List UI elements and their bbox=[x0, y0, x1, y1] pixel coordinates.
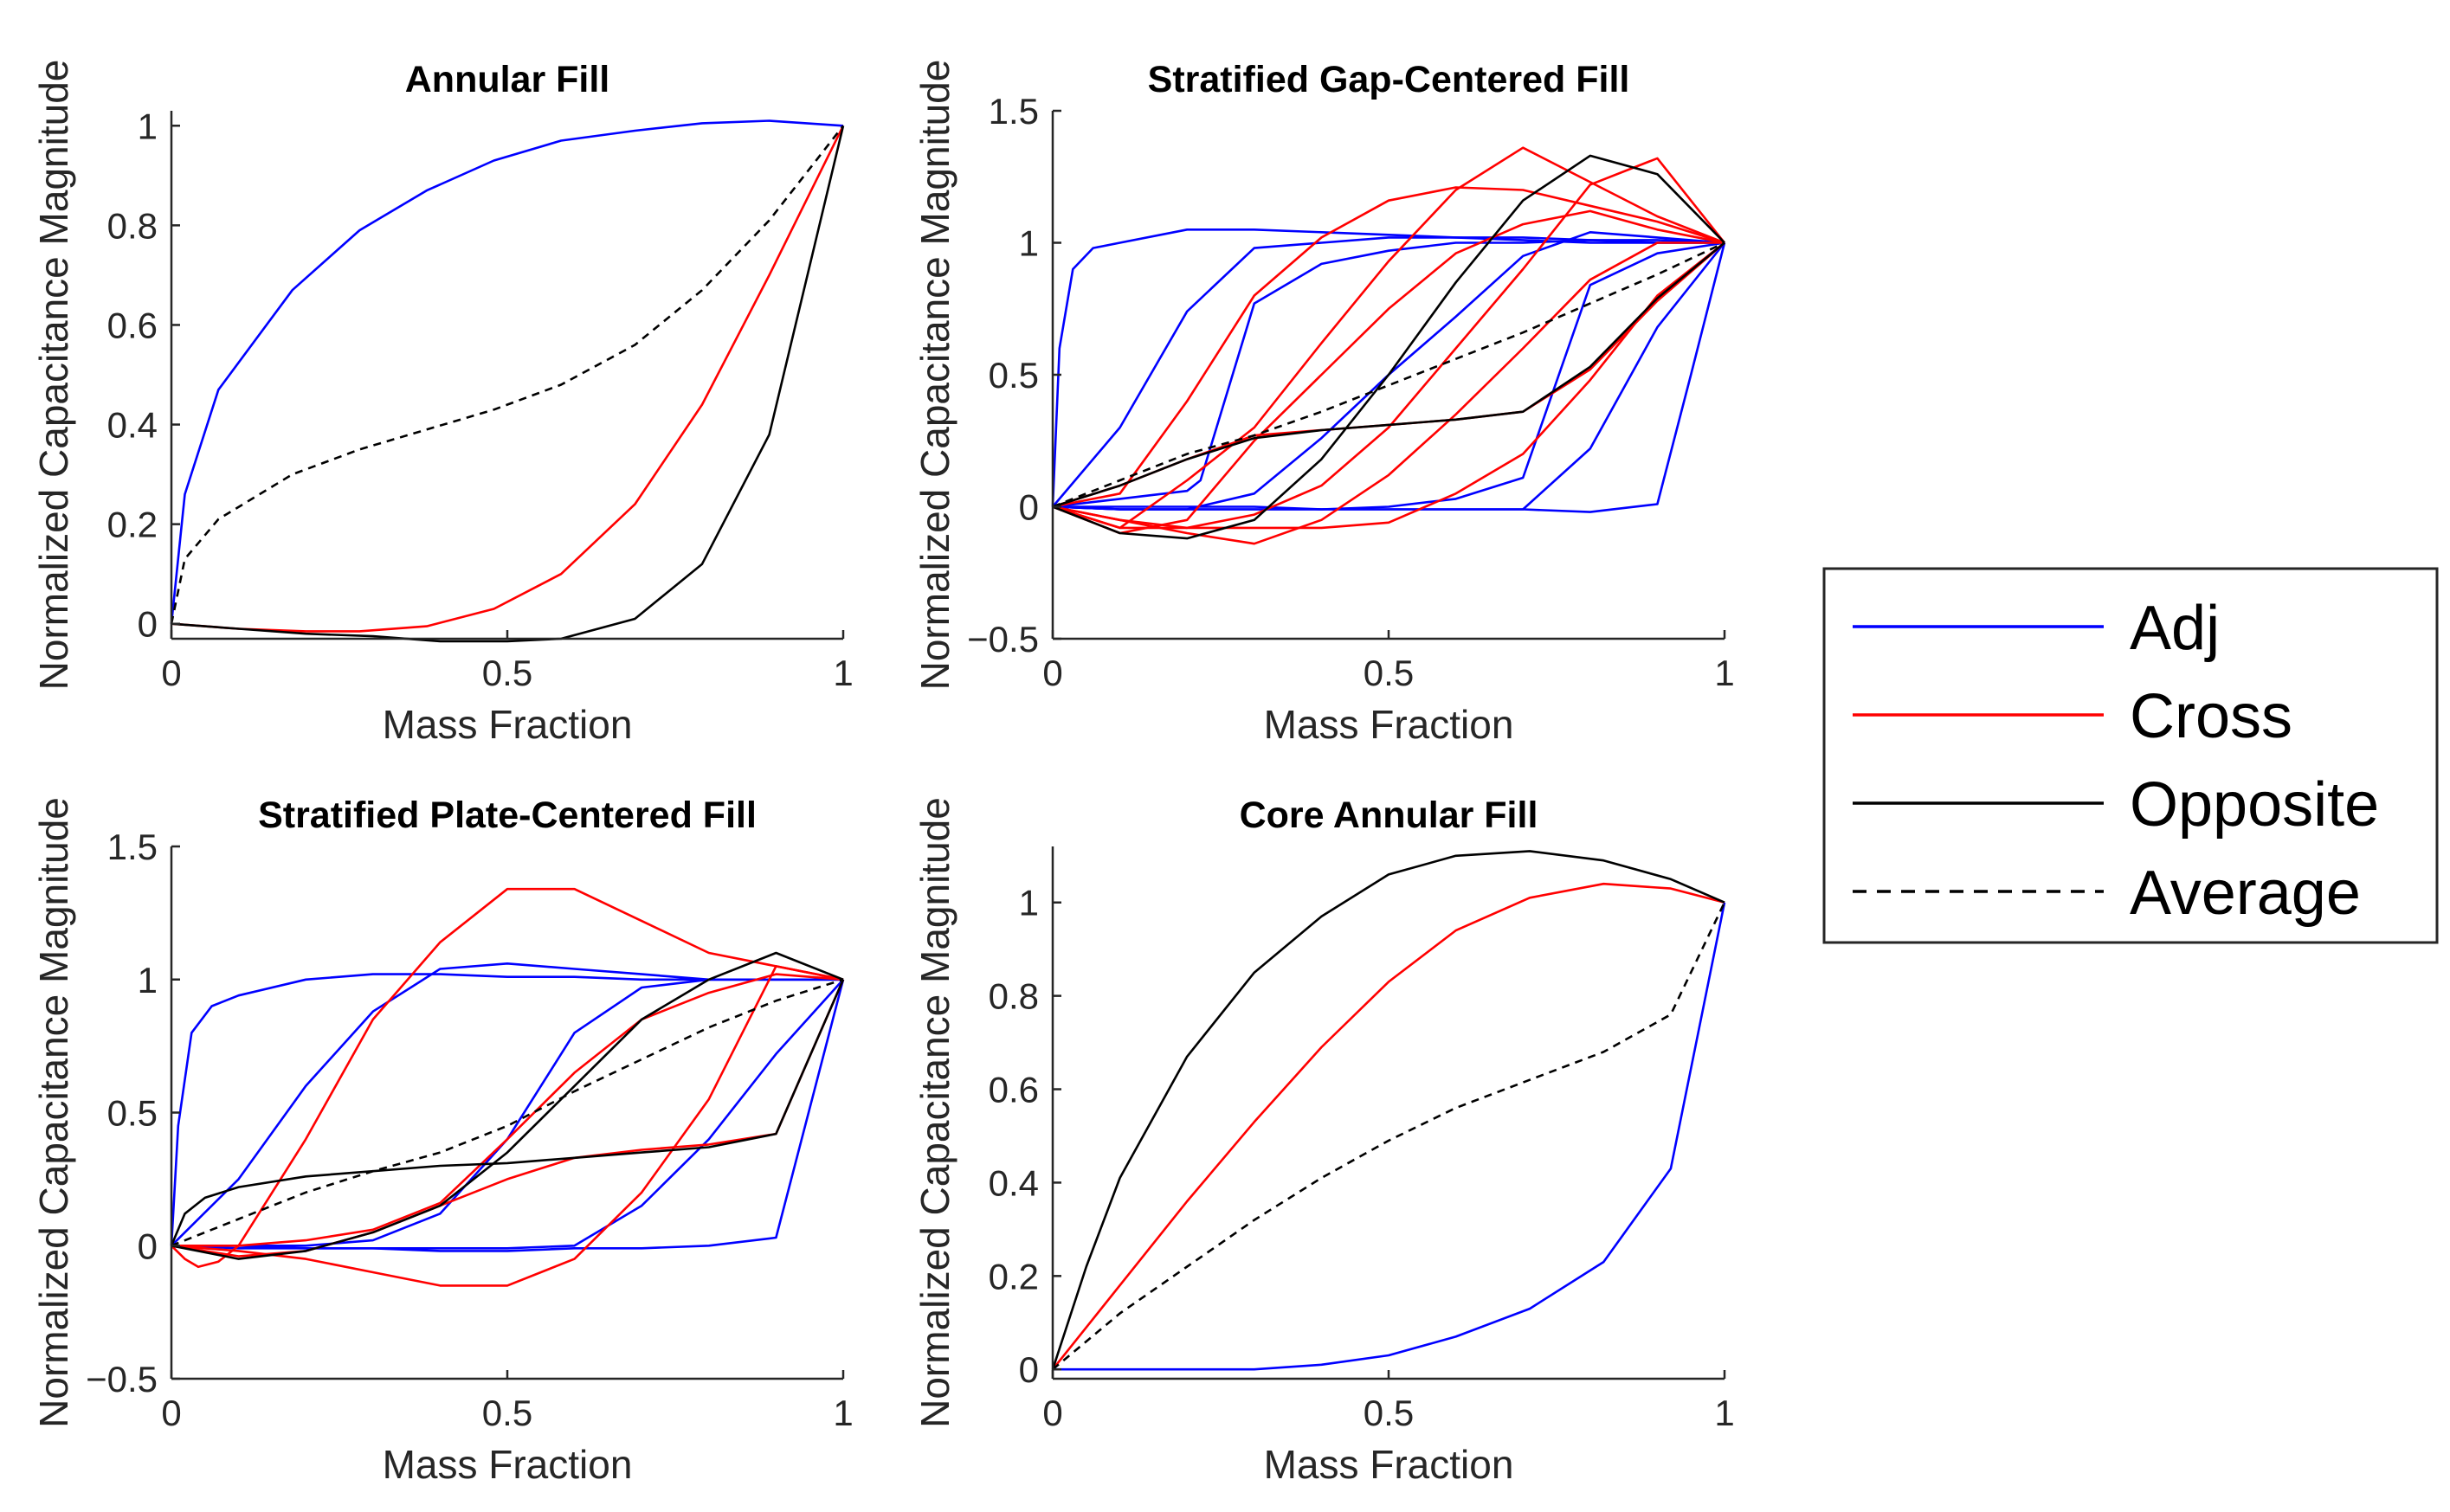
x-tick-label: 0 bbox=[161, 653, 181, 693]
series-line-average-17 bbox=[1052, 241, 1725, 508]
series-group bbox=[1051, 850, 1726, 1371]
y-tick-label: 0 bbox=[138, 604, 158, 645]
series-line-adj-7 bbox=[1053, 242, 1726, 513]
x-axis-label: Mass Fraction bbox=[383, 1442, 633, 1487]
series-line-cross-6 bbox=[171, 887, 844, 1269]
x-axis-label: Mass Fraction bbox=[1264, 702, 1514, 747]
x-tick-label: 1 bbox=[833, 1393, 853, 1433]
y-tick-label: 0.2 bbox=[989, 1256, 1039, 1296]
x-tick-label: 0.5 bbox=[482, 653, 532, 693]
x-tick-label: 0 bbox=[1042, 1393, 1062, 1433]
series-line-cross-12 bbox=[1052, 241, 1725, 545]
x-tick-label: 0.5 bbox=[1364, 1393, 1414, 1433]
series-line-opposite-3 bbox=[1051, 850, 1725, 1370]
x-tick-label: 0 bbox=[161, 1393, 181, 1433]
y-tick-label: 0.5 bbox=[989, 355, 1039, 396]
y-tick-label: 0.4 bbox=[107, 405, 158, 446]
series-line-average-4 bbox=[1052, 902, 1726, 1371]
y-tick-label: 0.6 bbox=[107, 305, 158, 345]
x-tick-label: 1 bbox=[1714, 653, 1734, 693]
x-axis-label: Mass Fraction bbox=[383, 702, 633, 747]
series-line-opposite-15 bbox=[1052, 154, 1725, 540]
series-line-cross-8 bbox=[1052, 186, 1725, 508]
chart-panel-1: 0 0.5 1 0 0.2 0.4 0.6 0.8 1 Annular Fill Mass Frac… bbox=[31, 59, 854, 747]
series-line-adj-3 bbox=[1052, 239, 1725, 508]
legend-label-cross: Cross bbox=[2130, 682, 2292, 751]
series-line-cross-2 bbox=[171, 125, 845, 633]
y-tick-label: −0.5 bbox=[967, 619, 1039, 659]
series-line-average-4 bbox=[170, 125, 845, 624]
y-axis-label: Normalized Capacitance Magnitude bbox=[912, 797, 957, 1428]
legend: Adj Cross Opposite Average bbox=[1822, 567, 2439, 944]
chart-title: Stratified Gap-Centered Fill bbox=[1148, 59, 1630, 100]
series-line-cross-2 bbox=[1051, 882, 1725, 1371]
series-group bbox=[170, 119, 845, 643]
y-tick-label: 0.2 bbox=[107, 505, 158, 545]
series-line-cross-7 bbox=[171, 965, 844, 1287]
x-tick-label: 1 bbox=[1714, 1393, 1734, 1433]
legend-label-opposite: Opposite bbox=[2130, 770, 2379, 840]
x-tick-label: 0.5 bbox=[482, 1393, 532, 1433]
chart-panel-4: 0 0.5 1 0 0.2 0.4 0.6 0.8 1 Core Annular Fill Mass… bbox=[912, 795, 1735, 1487]
series-group bbox=[1051, 146, 1726, 545]
y-tick-label: 0.6 bbox=[989, 1070, 1039, 1110]
chart-title: Stratified Plate-Centered Fill bbox=[258, 795, 757, 836]
y-tick-label: 1 bbox=[1019, 223, 1039, 264]
series-line-opposite-10 bbox=[170, 979, 845, 1246]
series-line-opposite-3 bbox=[171, 125, 845, 643]
y-tick-label: 0.8 bbox=[989, 976, 1039, 1017]
legend-label-adj: Adj bbox=[2130, 594, 2220, 663]
y-tick-label: 0.5 bbox=[107, 1093, 158, 1134]
series-line-adj-1 bbox=[170, 119, 844, 624]
y-tick-label: 0 bbox=[1019, 1349, 1039, 1390]
series-line-opposite-11 bbox=[171, 951, 844, 1260]
x-tick-label: 1 bbox=[833, 653, 853, 693]
chart-title: Annular Fill bbox=[405, 59, 610, 100]
series-line-cross-13 bbox=[1052, 241, 1725, 530]
y-tick-label: 0 bbox=[138, 1226, 158, 1266]
legend-label-average: Average bbox=[2130, 859, 2361, 928]
x-axis-label: Mass Fraction bbox=[1264, 1442, 1514, 1487]
series-line-cross-9 bbox=[171, 973, 844, 1247]
y-tick-label: −0.5 bbox=[86, 1359, 158, 1399]
x-tick-label: 0.5 bbox=[1364, 653, 1414, 693]
series-line-adj-5 bbox=[171, 979, 845, 1252]
y-tick-label: 1 bbox=[138, 960, 158, 1000]
y-tick-label: 1.5 bbox=[107, 827, 158, 867]
series-line-cross-9 bbox=[1052, 146, 1725, 530]
y-tick-label: 1 bbox=[138, 106, 158, 146]
series-line-opposite-16 bbox=[1052, 241, 1725, 508]
y-tick-label: 1 bbox=[1019, 883, 1039, 923]
y-axis-label: Normalized Capacitance Magnitude bbox=[31, 797, 76, 1428]
y-axis-label: Normalized Capacitance Magnitude bbox=[912, 60, 957, 691]
series-line-adj-2 bbox=[1052, 236, 1725, 508]
chart-title: Core Annular Fill bbox=[1240, 795, 1538, 836]
y-tick-label: 0.8 bbox=[107, 205, 158, 246]
series-group bbox=[170, 887, 845, 1287]
x-tick-label: 0 bbox=[1042, 653, 1062, 693]
series-line-adj-1 bbox=[1053, 902, 1726, 1371]
y-axis-label: Normalized Capacitance Magnitude bbox=[31, 60, 76, 691]
y-tick-label: 1.5 bbox=[989, 91, 1039, 132]
y-tick-label: 0.4 bbox=[989, 1162, 1039, 1203]
y-tick-label: 0 bbox=[1019, 487, 1039, 528]
legend-box bbox=[1822, 567, 2439, 944]
